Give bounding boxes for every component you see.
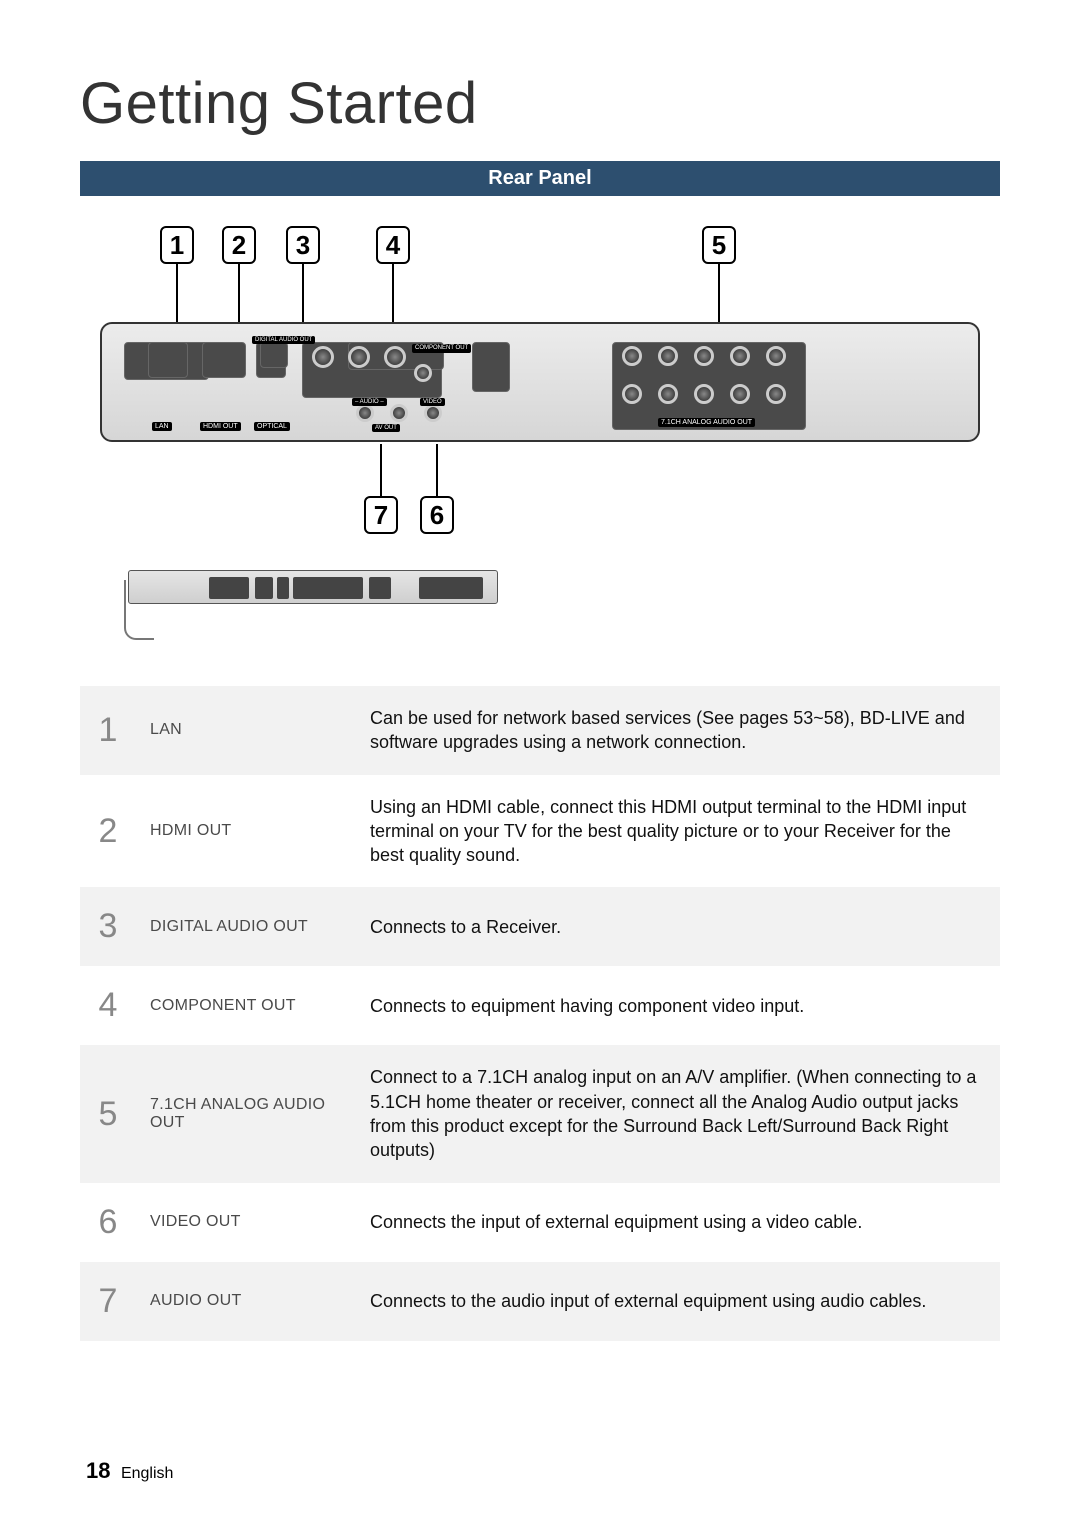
- rear-panel-mini-icon: [128, 570, 498, 604]
- rca-jack-icon: [766, 384, 786, 404]
- callout-5: 5: [702, 226, 736, 264]
- rca-jack-icon: [694, 346, 714, 366]
- port-label: COMPONENT OUT: [412, 344, 471, 353]
- table-row: 57.1CH ANALOG AUDIO OUTConnect to a 7.1C…: [80, 1045, 1000, 1182]
- row-name: DIGITAL AUDIO OUT: [136, 887, 356, 966]
- callout-3: 3: [286, 226, 320, 264]
- rear-panel-illustration: LAN HDMI OUT OPTICAL DIGITAL AUDIO OUT C…: [100, 322, 980, 442]
- leader-line: [392, 264, 394, 322]
- row-desc: Connect to a 7.1CH analog input on an A/…: [356, 1045, 1000, 1182]
- table-row: 2HDMI OUTUsing an HDMI cable, connect th…: [80, 775, 1000, 888]
- port-label: DIGITAL AUDIO OUT: [252, 336, 315, 344]
- lan-port-icon: [148, 342, 188, 378]
- row-desc: Connects the input of external equipment…: [356, 1183, 1000, 1262]
- power-cord-icon: [124, 580, 154, 640]
- rca-jack-icon: [694, 384, 714, 404]
- page-language: English: [121, 1465, 173, 1482]
- rca-jack-icon: [384, 346, 406, 368]
- row-name: VIDEO OUT: [136, 1183, 356, 1262]
- port-label: OPTICAL: [254, 422, 290, 431]
- row-desc: Connects to equipment having component v…: [356, 966, 1000, 1045]
- row-number: 4: [80, 966, 136, 1045]
- rca-jack-icon: [658, 346, 678, 366]
- row-desc: Connects to a Receiver.: [356, 887, 1000, 966]
- table-row: 4COMPONENT OUTConnects to equipment havi…: [80, 966, 1000, 1045]
- row-desc: Connects to the audio input of external …: [356, 1262, 1000, 1341]
- port-label: AV OUT: [372, 424, 400, 432]
- rca-jack-icon: [766, 346, 786, 366]
- row-number: 5: [80, 1045, 136, 1182]
- row-number: 2: [80, 775, 136, 888]
- row-name: HDMI OUT: [136, 775, 356, 888]
- row-number: 1: [80, 686, 136, 775]
- row-name: 7.1CH ANALOG AUDIO OUT: [136, 1045, 356, 1182]
- rca-jack-icon: [730, 346, 750, 366]
- table-row: 6VIDEO OUTConnects the input of external…: [80, 1183, 1000, 1262]
- rca-jack-icon: [622, 346, 642, 366]
- callout-4: 4: [376, 226, 410, 264]
- rca-jack-icon: [312, 346, 334, 368]
- hdmi-port-icon: [202, 342, 246, 378]
- port-label: VIDEO: [420, 398, 445, 406]
- page-number: 18: [86, 1458, 110, 1483]
- rca-jack-icon: [348, 346, 370, 368]
- rca-jack-icon: [622, 384, 642, 404]
- rca-jack-icon: [658, 384, 678, 404]
- row-name: LAN: [136, 686, 356, 775]
- rca-jack-icon: [414, 364, 432, 382]
- port-label: – AUDIO –: [352, 398, 387, 406]
- section-banner: Rear Panel: [80, 161, 1000, 196]
- row-name: COMPONENT OUT: [136, 966, 356, 1045]
- leader-line: [436, 444, 438, 496]
- digital-audio-icon: [260, 342, 288, 368]
- row-number: 6: [80, 1183, 136, 1262]
- rca-jack-icon: [390, 404, 408, 422]
- rca-jack-icon: [356, 404, 374, 422]
- callout-2: 2: [222, 226, 256, 264]
- port-label: LAN: [152, 422, 172, 431]
- leader-line: [380, 444, 382, 496]
- leader-line: [302, 264, 304, 322]
- port-label: HDMI OUT: [200, 422, 241, 431]
- table-row: 7AUDIO OUTConnects to the audio input of…: [80, 1262, 1000, 1341]
- page-title: Getting Started: [80, 70, 1000, 137]
- row-number: 7: [80, 1262, 136, 1341]
- page-footer: 18 English: [86, 1458, 173, 1484]
- rca-jack-icon: [730, 384, 750, 404]
- callout-6: 6: [420, 496, 454, 534]
- callout-7: 7: [364, 496, 398, 534]
- fan-icon: [472, 342, 510, 392]
- rca-jack-icon: [424, 404, 442, 422]
- rear-panel-diagram: 1 2 3 4 5 6 7 LAN HDMI: [80, 226, 1000, 666]
- port-label: 7.1CH ANALOG AUDIO OUT: [658, 418, 755, 427]
- table-row: 3DIGITAL AUDIO OUTConnects to a Receiver…: [80, 887, 1000, 966]
- row-desc: Can be used for network based services (…: [356, 686, 1000, 775]
- table-row: 1LANCan be used for network based servic…: [80, 686, 1000, 775]
- callout-1: 1: [160, 226, 194, 264]
- connector-table: 1LANCan be used for network based servic…: [80, 686, 1000, 1341]
- row-desc: Using an HDMI cable, connect this HDMI o…: [356, 775, 1000, 888]
- leader-line: [238, 264, 240, 322]
- leader-line: [176, 264, 178, 322]
- row-name: AUDIO OUT: [136, 1262, 356, 1341]
- leader-line: [718, 264, 720, 322]
- row-number: 3: [80, 887, 136, 966]
